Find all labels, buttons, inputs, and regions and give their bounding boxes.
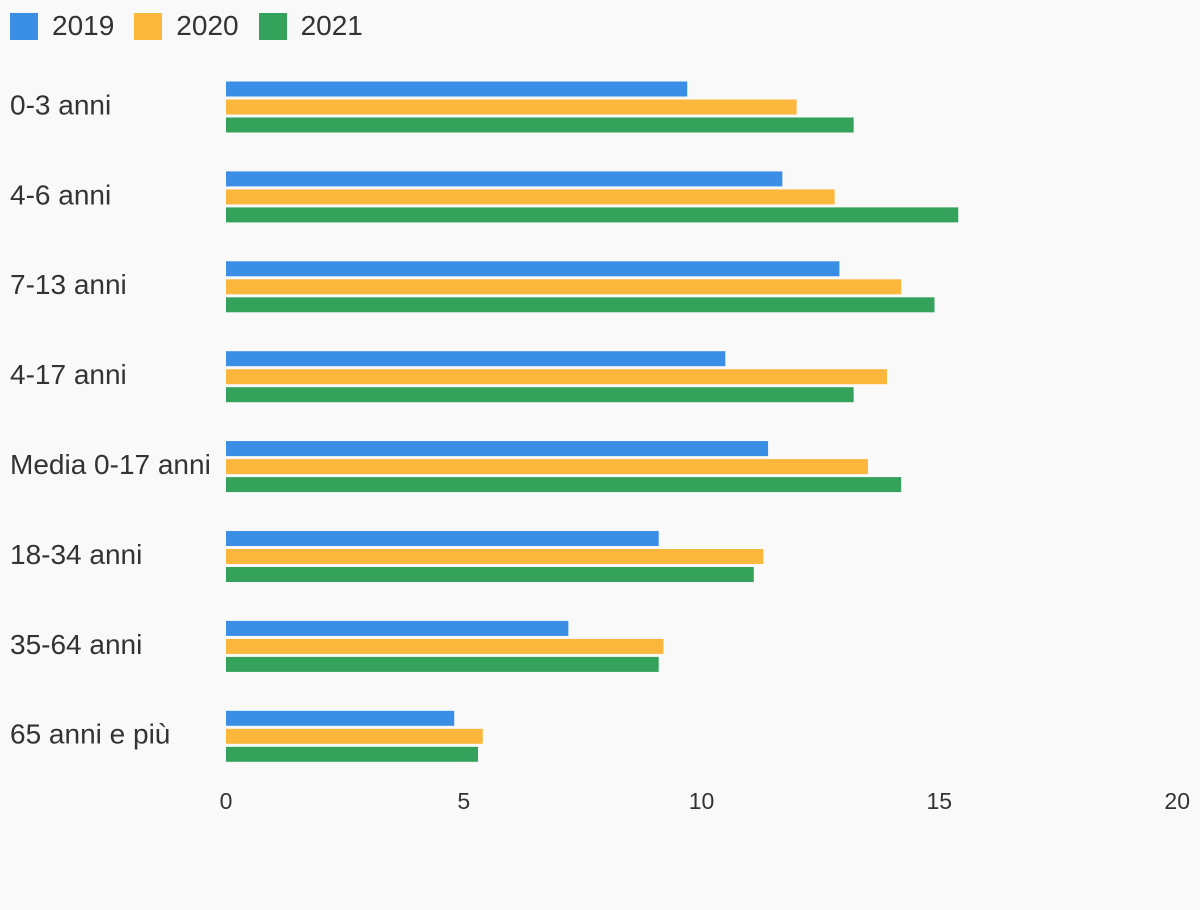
x-tick-label: 15 <box>926 788 952 814</box>
x-axis: 0 5 10 15 20 <box>220 788 1190 814</box>
bar-2020[interactable] <box>226 99 797 115</box>
x-tick-label: 20 <box>1164 788 1190 814</box>
bar-2021[interactable] <box>226 746 479 762</box>
legend-swatch-2020 <box>134 12 163 40</box>
category-label: 18-34 anni <box>10 539 142 570</box>
category-label: 35-64 anni <box>10 629 142 660</box>
bar-2021[interactable] <box>226 387 854 403</box>
bars-layer <box>226 81 959 762</box>
bar-2019[interactable] <box>226 261 840 277</box>
bar-2019[interactable] <box>226 620 569 636</box>
legend-swatch-2021 <box>258 12 287 40</box>
bar-2020[interactable] <box>226 549 764 564</box>
x-tick-label: 5 <box>457 788 470 814</box>
category-label: 4-17 anni <box>10 359 127 390</box>
legend-label-2020: 2020 <box>176 10 239 41</box>
chart-legend: 2019 2020 2021 <box>10 10 383 42</box>
bar-2020[interactable] <box>226 728 483 744</box>
bar-2021[interactable] <box>226 477 902 493</box>
bar-2019[interactable] <box>226 531 659 546</box>
category-label: Media 0-17 anni <box>10 449 211 480</box>
legend-swatch-2019 <box>10 12 38 40</box>
bar-2020[interactable] <box>226 459 868 475</box>
bar-2020[interactable] <box>226 638 664 654</box>
bar-2019[interactable] <box>226 171 783 187</box>
legend-label-2021: 2021 <box>300 10 363 41</box>
legend-label-2019: 2019 <box>52 10 115 41</box>
bar-2019[interactable] <box>226 710 455 726</box>
category-labels: 0-3 anni 4-6 anni 7-13 anni 4-17 anni Media … <box>10 89 211 749</box>
legend-item-2021[interactable]: 2021 <box>258 10 363 42</box>
x-tick-label: 10 <box>689 788 715 814</box>
x-tick-label: 0 <box>220 788 233 814</box>
bar-2019[interactable] <box>226 351 726 367</box>
legend-item-2020[interactable]: 2020 <box>134 10 239 42</box>
category-label: 4-6 anni <box>10 179 111 210</box>
category-label: 7-13 anni <box>10 269 127 300</box>
category-label: 0-3 anni <box>10 89 111 120</box>
bar-2021[interactable] <box>226 656 659 672</box>
bar-2021[interactable] <box>226 297 935 313</box>
bar-2019[interactable] <box>226 441 769 457</box>
bar-2020[interactable] <box>226 369 887 385</box>
category-label: 65 anni e più <box>10 719 170 750</box>
legend-item-2019[interactable]: 2019 <box>10 10 114 42</box>
bar-2021[interactable] <box>226 567 754 582</box>
bar-2020[interactable] <box>226 189 835 205</box>
bar-2021[interactable] <box>226 117 854 133</box>
bar-2020[interactable] <box>226 279 902 295</box>
bar-2021[interactable] <box>226 207 959 223</box>
bar-2019[interactable] <box>226 81 688 97</box>
